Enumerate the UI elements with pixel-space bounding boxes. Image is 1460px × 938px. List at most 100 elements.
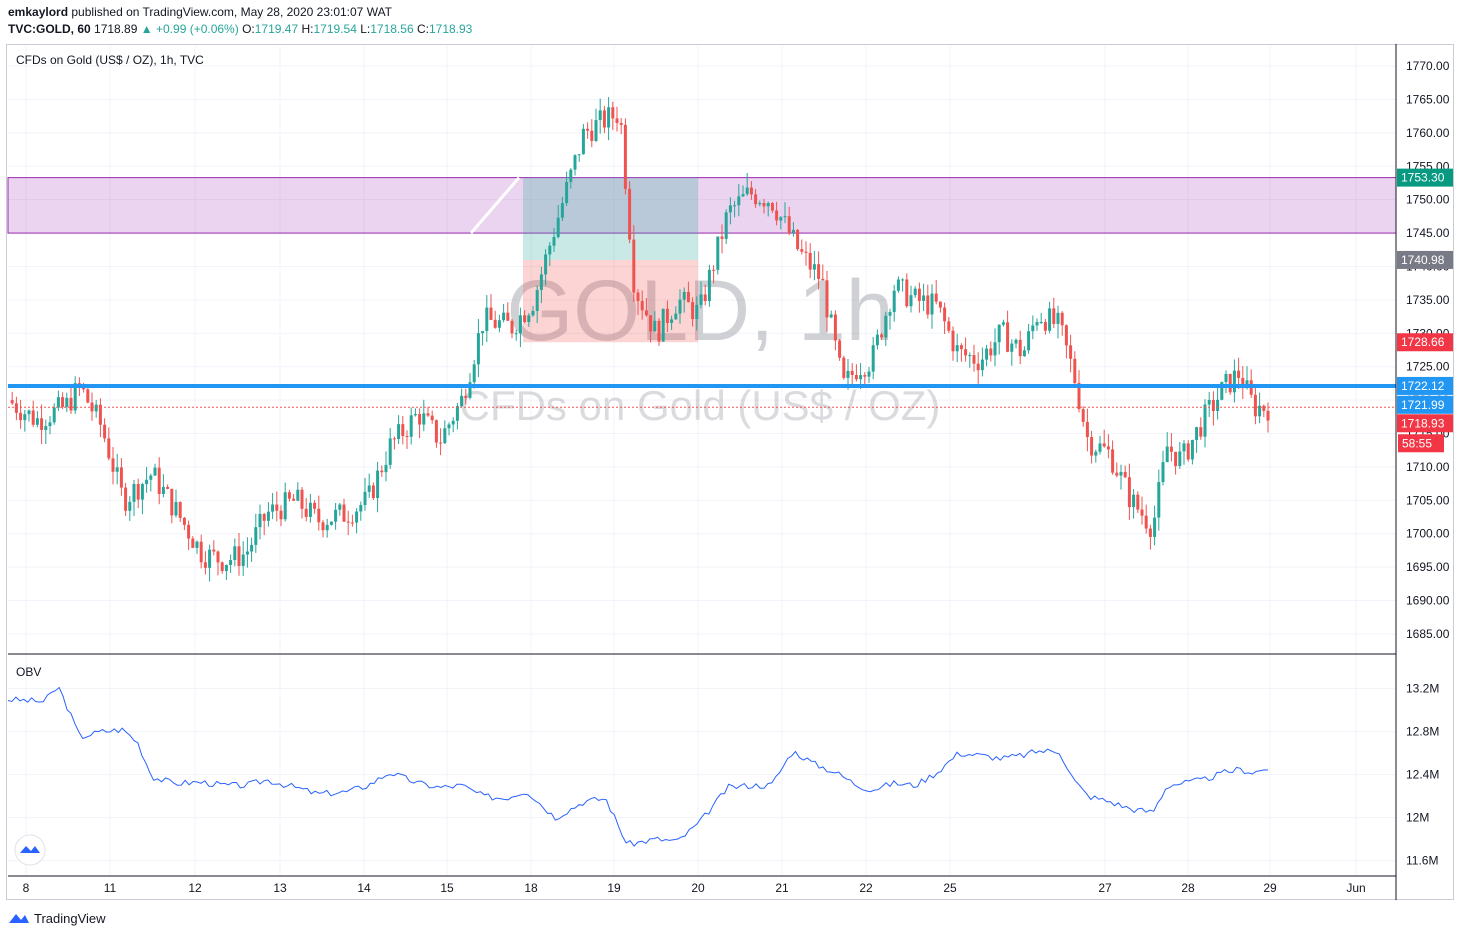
- candle-body: [216, 551, 220, 563]
- candle-body: [23, 414, 27, 421]
- tradingview-logo-icon[interactable]: [8, 910, 30, 926]
- candle-body: [959, 345, 963, 350]
- price-tag-label: 1753.30: [1401, 171, 1445, 185]
- candle-body: [829, 314, 833, 318]
- candle-body: [1111, 449, 1115, 473]
- candle-body: [997, 324, 1001, 343]
- candle-body: [1178, 451, 1182, 467]
- position-profit-zone: [523, 177, 698, 260]
- candle-body: [779, 217, 783, 221]
- author-name[interactable]: emkaylord: [8, 5, 69, 19]
- candle-body: [271, 504, 275, 512]
- candle-body: [434, 420, 438, 443]
- candle-body: [439, 442, 443, 444]
- time-scale[interactable]: 8 11 12 13 14 15 18 19 20 21 22 25 27 28 29 Jun: [23, 881, 1366, 895]
- candle-body: [703, 294, 707, 302]
- open-value: 1719.47: [254, 22, 299, 36]
- candle-body: [363, 491, 367, 505]
- candle-body: [1052, 308, 1056, 324]
- candle-body: [800, 249, 804, 252]
- candle-body: [821, 278, 825, 281]
- candle-body: [518, 315, 522, 334]
- candle-body: [94, 404, 98, 412]
- candle-body: [632, 239, 636, 293]
- candle-body: [489, 307, 493, 320]
- candle-body: [745, 187, 749, 195]
- candle-body: [229, 560, 233, 565]
- candle-body: [707, 269, 711, 302]
- candle-body: [909, 295, 913, 307]
- candle-body: [623, 124, 627, 189]
- candle-body: [1014, 339, 1018, 344]
- obv-scale[interactable]: 13.2M 12.8M 12.4M 12M 11.6M: [1406, 682, 1439, 868]
- candle-body: [737, 196, 741, 206]
- time-tick-label: 13: [273, 881, 287, 895]
- candle-body: [1123, 471, 1127, 478]
- candle-body: [602, 110, 606, 128]
- chart-title: CFDs on Gold (US$ / OZ), 1h, TVC: [16, 53, 204, 67]
- candle-body: [565, 181, 569, 204]
- candle-body: [397, 424, 401, 440]
- candle-body: [976, 363, 980, 371]
- obv-tick-label: 11.6M: [1406, 854, 1438, 868]
- candle-body: [355, 511, 359, 523]
- candle-body: [812, 264, 816, 270]
- candle-body: [1001, 322, 1005, 325]
- candle-body: [313, 502, 317, 509]
- candle-body: [1253, 394, 1257, 417]
- candle-body: [964, 349, 968, 356]
- candle-body: [10, 400, 14, 404]
- candle-body: [871, 345, 875, 372]
- candle-body: [199, 541, 203, 563]
- candle-body: [40, 418, 44, 430]
- price-tag-label: 1740.98: [1401, 253, 1445, 267]
- price-tag: [1397, 168, 1453, 187]
- candle-body: [1237, 370, 1241, 378]
- obv-label[interactable]: OBV: [16, 665, 41, 679]
- candle-body: [1241, 377, 1245, 389]
- candle-body: [376, 470, 380, 499]
- candle-body: [741, 194, 745, 197]
- candle-body: [132, 483, 136, 502]
- candle-body: [943, 307, 947, 322]
- candle-body: [455, 406, 459, 421]
- candle-body: [481, 331, 485, 334]
- candle-body: [1094, 451, 1098, 456]
- candle-body: [539, 274, 543, 290]
- candle-body: [930, 293, 934, 315]
- candle-body: [1211, 399, 1215, 411]
- candle-body: [203, 562, 207, 568]
- time-tick-label: 15: [440, 881, 454, 895]
- candle-body: [191, 538, 195, 548]
- candle-body: [254, 527, 258, 545]
- footer-brand[interactable]: TradingView: [34, 910, 106, 926]
- candle-body: [804, 251, 808, 253]
- watermark-description: CFDs on Gold (US$ / OZ): [460, 382, 941, 429]
- price-tick-label: 1725.00: [1406, 360, 1450, 374]
- up-arrow-icon: ▲: [140, 22, 153, 36]
- candle-body: [749, 187, 753, 195]
- candle-body: [1161, 462, 1165, 483]
- watermark-symbol: GOLD, 1h: [506, 263, 893, 359]
- price-tick-label: 1700.00: [1406, 527, 1450, 541]
- candle-body: [35, 418, 39, 425]
- candle-body: [917, 288, 921, 301]
- candle-body: [86, 389, 90, 403]
- candle-body: [569, 169, 573, 182]
- candle-body: [884, 315, 888, 338]
- price-tag: [1397, 414, 1453, 433]
- candle-body: [103, 424, 107, 439]
- time-tick-label: 22: [859, 881, 873, 895]
- candle-body: [733, 205, 737, 207]
- candle-body: [628, 188, 632, 240]
- candle-body: [292, 498, 296, 501]
- candle-body: [661, 308, 665, 342]
- tv-logo-icon[interactable]: [14, 834, 46, 866]
- time-tick-label: 28: [1181, 881, 1195, 895]
- candle-body: [464, 395, 468, 398]
- candle-body: [380, 470, 384, 473]
- candle-body: [476, 333, 480, 365]
- candle-body: [1262, 405, 1266, 411]
- time-tick-label: 18: [524, 881, 538, 895]
